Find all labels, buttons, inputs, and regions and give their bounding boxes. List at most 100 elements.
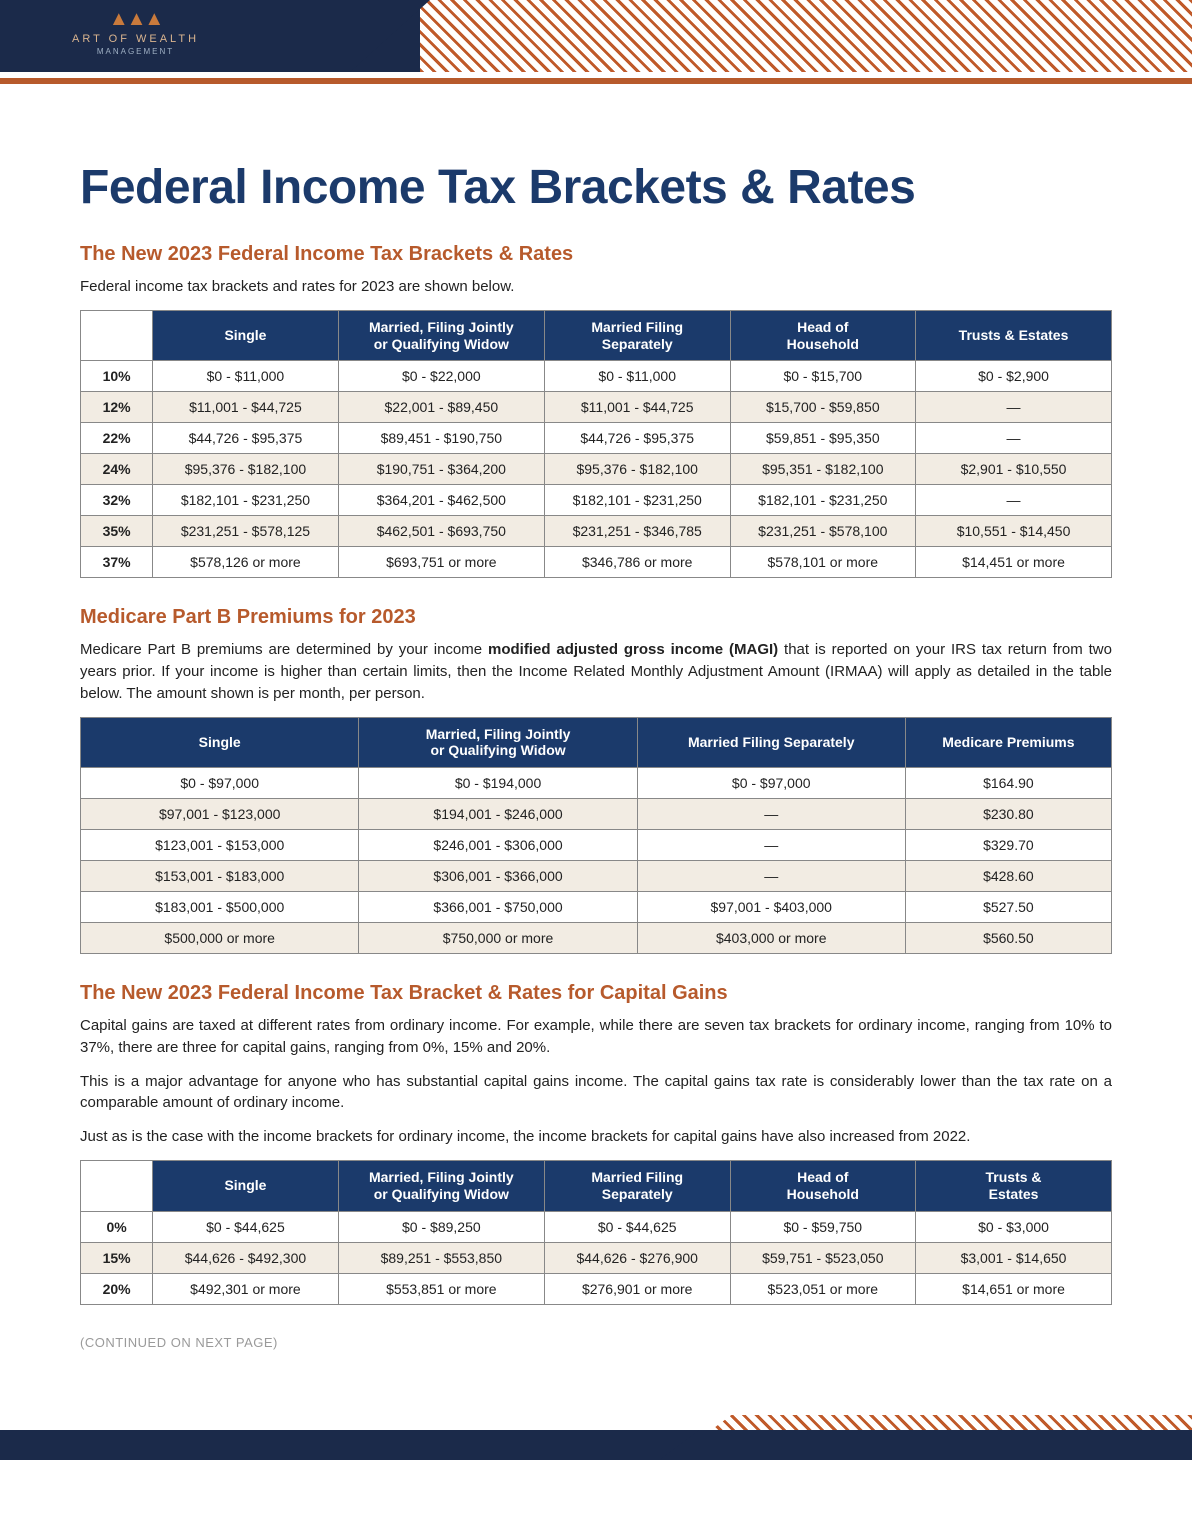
data-cell: $693,751 or more — [338, 547, 544, 578]
data-cell: $231,251 - $578,125 — [153, 516, 339, 547]
data-cell: $59,751 - $523,050 — [730, 1242, 916, 1273]
brand-logo: ▲▲▲ ART OF WEALTH MANAGEMENT — [72, 8, 199, 56]
data-cell: $153,001 - $183,000 — [81, 861, 359, 892]
data-cell: $246,001 - $306,000 — [359, 830, 637, 861]
table-row: $0 - $97,000$0 - $194,000$0 - $97,000$16… — [81, 768, 1112, 799]
data-cell: $95,376 - $182,100 — [544, 454, 730, 485]
data-cell: $329.70 — [905, 830, 1111, 861]
data-cell: $22,001 - $89,450 — [338, 392, 544, 423]
data-cell: — — [637, 799, 905, 830]
column-header: Trusts & Estates — [916, 310, 1112, 361]
table-row: 22%$44,726 - $95,375$89,451 - $190,750$4… — [81, 423, 1112, 454]
column-header: Married Filing Separately — [637, 717, 905, 768]
data-cell: $0 - $3,000 — [916, 1211, 1112, 1242]
data-cell: $194,001 - $246,000 — [359, 799, 637, 830]
data-cell: $276,901 or more — [544, 1273, 730, 1304]
data-cell: $346,786 or more — [544, 547, 730, 578]
data-cell: $123,001 - $153,000 — [81, 830, 359, 861]
data-cell: — — [916, 423, 1112, 454]
data-cell: $182,101 - $231,250 — [544, 485, 730, 516]
data-cell: $0 - $44,625 — [544, 1211, 730, 1242]
section3-para1: Capital gains are taxed at different rat… — [80, 1015, 1112, 1059]
medicare-premiums-table: SingleMarried, Filing Jointlyor Qualifyi… — [80, 717, 1112, 955]
table-row: 32% $182,101 - $231,250$364,201 - $462,50… — [81, 485, 1112, 516]
data-cell: $15,700 - $59,850 — [730, 392, 916, 423]
column-header: Single — [153, 1160, 339, 1211]
data-cell: $364,201 - $462,500 — [338, 485, 544, 516]
data-cell: $0 - $97,000 — [81, 768, 359, 799]
data-cell: $0 - $97,000 — [637, 768, 905, 799]
section3-para2: This is a major advantage for anyone who… — [80, 1071, 1112, 1115]
data-cell: $230.80 — [905, 799, 1111, 830]
data-cell: $428.60 — [905, 861, 1111, 892]
data-cell: $11,001 - $44,725 — [153, 392, 339, 423]
data-cell: $97,001 - $123,000 — [81, 799, 359, 830]
data-cell: $462,501 - $693,750 — [338, 516, 544, 547]
data-cell: $44,726 - $95,375 — [544, 423, 730, 454]
data-cell: $500,000 or more — [81, 923, 359, 954]
data-cell: $0 - $15,700 — [730, 361, 916, 392]
continued-note: (CONTINUED ON NEXT PAGE) — [80, 1335, 1112, 1350]
table-row: 0%$0 - $44,625$0 - $89,250$0 - $44,625$0… — [81, 1211, 1112, 1242]
section1-intro: Federal income tax brackets and rates fo… — [80, 276, 1112, 298]
table-row: 37%$578,126 or more$693,751 or more$346,… — [81, 547, 1112, 578]
rate-cell: 37% — [81, 547, 153, 578]
column-header: Single — [81, 717, 359, 768]
data-cell: $97,001 - $403,000 — [637, 892, 905, 923]
data-cell: $0 - $194,000 — [359, 768, 637, 799]
data-cell: $306,001 - $366,000 — [359, 861, 637, 892]
data-cell: — — [637, 830, 905, 861]
page-footer — [0, 1410, 1192, 1460]
table-row: 15%$44,626 - $492,300$89,251 - $553,850$… — [81, 1242, 1112, 1273]
data-cell: $0 - $11,000 — [544, 361, 730, 392]
table-row: 35%$231,251 - $578,125$462,501 - $693,75… — [81, 516, 1112, 547]
data-cell: $0 - $2,900 — [916, 361, 1112, 392]
rate-cell: 32% — [81, 485, 153, 516]
data-cell: $89,451 - $190,750 — [338, 423, 544, 454]
section3-title: The New 2023 Federal Income Tax Bracket … — [80, 982, 1112, 1005]
data-cell: $95,351 - $182,100 — [730, 454, 916, 485]
column-header: Married FilingSeparately — [544, 310, 730, 361]
brand-name: ART OF WEALTH — [72, 33, 199, 45]
footer-navy-overlay — [0, 1430, 700, 1460]
data-cell: $14,651 or more — [916, 1273, 1112, 1304]
data-cell: $3,001 - $14,650 — [916, 1242, 1112, 1273]
data-cell: — — [637, 861, 905, 892]
brand-subtitle: MANAGEMENT — [72, 47, 199, 56]
column-header: Married, Filing Jointlyor Qualifying Wid… — [338, 1160, 544, 1211]
data-cell: $10,551 - $14,450 — [916, 516, 1112, 547]
data-cell: $89,251 - $553,850 — [338, 1242, 544, 1273]
data-cell: $553,851 or more — [338, 1273, 544, 1304]
column-header — [81, 310, 153, 361]
data-cell: $14,451 or more — [916, 547, 1112, 578]
data-cell: $231,251 - $346,785 — [544, 516, 730, 547]
column-header: Trusts &Estates — [916, 1160, 1112, 1211]
data-cell: $0 - $89,250 — [338, 1211, 544, 1242]
page-header: ▲▲▲ ART OF WEALTH MANAGEMENT — [0, 0, 1192, 90]
rate-cell: 20% — [81, 1273, 153, 1304]
data-cell: $560.50 — [905, 923, 1111, 954]
section1-title: The New 2023 Federal Income Tax Brackets… — [80, 243, 1112, 266]
header-underline — [0, 78, 1192, 84]
column-header: Head ofHousehold — [730, 1160, 916, 1211]
column-header: Head ofHousehold — [730, 310, 916, 361]
capital-gains-table: SingleMarried, Filing Jointlyor Qualifyi… — [80, 1160, 1112, 1305]
section2-intro: Medicare Part B premiums are determined … — [80, 639, 1112, 704]
rate-cell: 24% — [81, 454, 153, 485]
table-row: $183,001 - $500,000$366,001 - $750,000$9… — [81, 892, 1112, 923]
data-cell: $164.90 — [905, 768, 1111, 799]
column-header: Single — [153, 310, 339, 361]
column-header: Married, Filing Jointlyor Qualifying Wid… — [338, 310, 544, 361]
data-cell: $403,000 or more — [637, 923, 905, 954]
table-row: $500,000 or more$750,000 or more$403,000… — [81, 923, 1112, 954]
table-row: 20%$492,301 or more$553,851 or more$276,… — [81, 1273, 1112, 1304]
table-row: $97,001 - $123,000$194,001 - $246,000—$2… — [81, 799, 1112, 830]
data-cell: $44,626 - $276,900 — [544, 1242, 730, 1273]
data-cell: $750,000 or more — [359, 923, 637, 954]
rate-cell: 22% — [81, 423, 153, 454]
section2-intro-bold: modified adjusted gross income (MAGI) — [488, 641, 778, 658]
data-cell: — — [916, 392, 1112, 423]
data-cell: $190,751 - $364,200 — [338, 454, 544, 485]
column-header: Married FilingSeparately — [544, 1160, 730, 1211]
data-cell: $527.50 — [905, 892, 1111, 923]
